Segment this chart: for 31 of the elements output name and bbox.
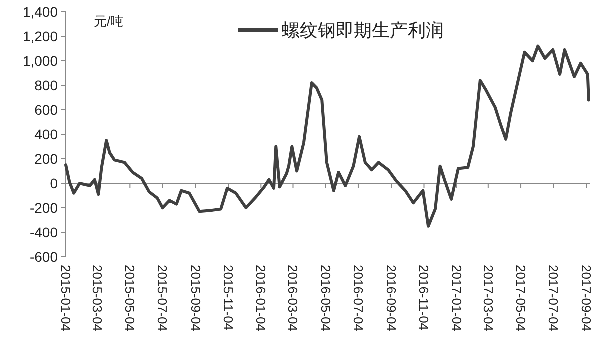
legend-label: 螺纹钢即期生产利润 <box>282 20 444 40</box>
x-tick-label: 2016-07-04 <box>350 265 366 332</box>
y-tick-label: 600 <box>34 102 58 118</box>
x-tick-label: 2015-03-04 <box>90 265 105 332</box>
y-tick-label: 1,000 <box>22 52 58 69</box>
x-tick-label: 2016-09-04 <box>384 265 400 332</box>
x-tick-label: 2016-11-04 <box>416 265 432 331</box>
y-tick-label: 200 <box>34 150 58 167</box>
x-tick-label: 2015-09-04 <box>188 265 204 332</box>
y-tick-label: 0 <box>50 175 58 192</box>
y-tick-label: -400 <box>30 224 58 240</box>
y-tick-label: -600 <box>30 248 58 265</box>
x-tick-label: 2017-07-04 <box>546 265 562 332</box>
x-tick-label: 2015-11-04 <box>220 265 236 331</box>
x-tick-label: 2017-05-04 <box>513 265 528 332</box>
x-tick-label: 2015-01-04 <box>58 265 74 332</box>
x-tick-label: 2017-09-04 <box>579 265 594 332</box>
y-tick-label: 1,400 <box>22 4 58 20</box>
x-tick-label: 2015-05-04 <box>122 265 138 332</box>
line-series <box>64 44 590 228</box>
y-tick-label: 800 <box>34 77 58 94</box>
x-tick-label: 2016-05-04 <box>318 265 334 332</box>
x-tick-label: 2017-03-04 <box>480 265 496 332</box>
y-tick-label: 400 <box>34 126 58 142</box>
x-tick-label: 2015-07-04 <box>155 265 170 332</box>
x-tick-label: 2016-03-04 <box>286 265 301 332</box>
y-tick-label: 1,200 <box>22 28 58 44</box>
y-tick-label: -200 <box>30 200 58 216</box>
x-tick-label: 2016-01-04 <box>254 265 269 332</box>
x-tick-label: 2017-01-04 <box>449 265 464 332</box>
y-axis-title: 元/吨 <box>94 14 124 29</box>
